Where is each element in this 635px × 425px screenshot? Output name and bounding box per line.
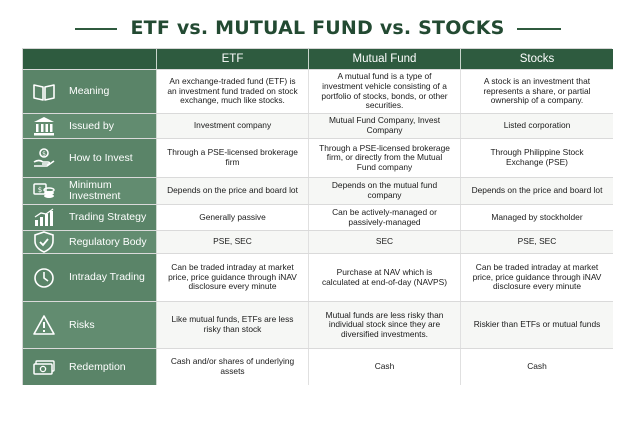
row-label: Regulatory Body (23, 231, 157, 253)
shield-check-icon (31, 231, 57, 253)
table-cell: A stock is an investment that represents… (461, 70, 613, 113)
row-label: Trading Strategy (23, 205, 157, 230)
table-row: $ How to Invest Through a PSE-licensed b… (23, 138, 613, 177)
table-cell: An exchange-traded fund (ETF) is an inve… (157, 70, 309, 113)
table-cell: Mutual Fund Company, Invest Company (309, 114, 461, 138)
svg-text:$: $ (42, 151, 46, 158)
row-label: Intraday Trading (23, 254, 157, 301)
table-row: Meaning An exchange-traded fund (ETF) is… (23, 69, 613, 113)
table-row: $ Minimum Investment Depends on the pric… (23, 177, 613, 204)
table-row: Redemption Cash and/or shares of underly… (23, 348, 613, 385)
page-title: ETF vs. MUTUAL FUND vs. STOCKS (130, 17, 505, 39)
column-header-stocks: Stocks (461, 49, 613, 69)
table-cell: Listed corporation (461, 114, 613, 138)
table-row: Regulatory Body PSE, SEC SEC PSE, SEC (23, 230, 613, 253)
table-row: Trading Strategy Generally passive Can b… (23, 204, 613, 230)
warning-icon (31, 314, 57, 336)
bar-chart-icon (31, 207, 57, 229)
table-cell: PSE, SEC (157, 231, 309, 253)
clock-icon (31, 267, 57, 289)
title-divider-left (75, 28, 117, 30)
row-label: $ How to Invest (23, 139, 157, 177)
table-cell: Like mutual funds, ETFs are less risky t… (157, 302, 309, 348)
table-cell: Cash and/or shares of underlying assets (157, 349, 309, 385)
comparison-table: ETF Mutual Fund Stocks Meaning An exchan… (22, 48, 613, 385)
table-cell: Managed by stockholder (461, 205, 613, 230)
column-header-etf: ETF (157, 49, 309, 69)
book-icon (31, 81, 57, 103)
svg-text:$: $ (38, 186, 42, 194)
table-cell: A mutual fund is a type of investment ve… (309, 70, 461, 113)
table-cell: Through a PSE-licensed brokerage firm (157, 139, 309, 177)
header-corner (23, 49, 157, 69)
table-cell: Purchase at NAV which is calculated at e… (309, 254, 461, 301)
row-label: Issued by (23, 114, 157, 138)
table-cell: Generally passive (157, 205, 309, 230)
table-cell: Depends on the mutual fund company (309, 178, 461, 204)
table-cell: Depends on the price and board lot (461, 178, 613, 204)
row-label: Meaning (23, 70, 157, 113)
table-cell: Through Philippine Stock Exchange (PSE) (461, 139, 613, 177)
bank-building-icon (31, 115, 57, 137)
table-cell: PSE, SEC (461, 231, 613, 253)
table-cell: Through a PSE-licensed brokerage firm, o… (309, 139, 461, 177)
row-label: Risks (23, 302, 157, 348)
table-row: Intraday Trading Can be traded intraday … (23, 253, 613, 301)
table-cell: Cash (461, 349, 613, 385)
table-cell: Mutual funds are less risky than individ… (309, 302, 461, 348)
table-cell: Can be traded intraday at market price, … (157, 254, 309, 301)
table-cell: Riskier than ETFs or mutual funds (461, 302, 613, 348)
coins-icon: $ (31, 180, 57, 202)
row-label: Redemption (23, 349, 157, 385)
table-cell: Investment company (157, 114, 309, 138)
table-cell: Cash (309, 349, 461, 385)
table-cell: Can be actively-managed or passively-man… (309, 205, 461, 230)
table-cell: Can be traded intraday at market price, … (461, 254, 613, 301)
table-row: Risks Like mutual funds, ETFs are less r… (23, 301, 613, 348)
table-row: Issued by Investment company Mutual Fund… (23, 113, 613, 138)
title-divider-right (517, 28, 561, 30)
cash-icon (31, 356, 57, 378)
row-label: $ Minimum Investment (23, 178, 157, 204)
column-header-mutual-fund: Mutual Fund (309, 49, 461, 69)
table-cell: SEC (309, 231, 461, 253)
table-cell: Depends on the price and board lot (157, 178, 309, 204)
title-bar: ETF vs. MUTUAL FUND vs. STOCKS (0, 8, 635, 48)
hand-money-icon: $ (31, 147, 57, 169)
